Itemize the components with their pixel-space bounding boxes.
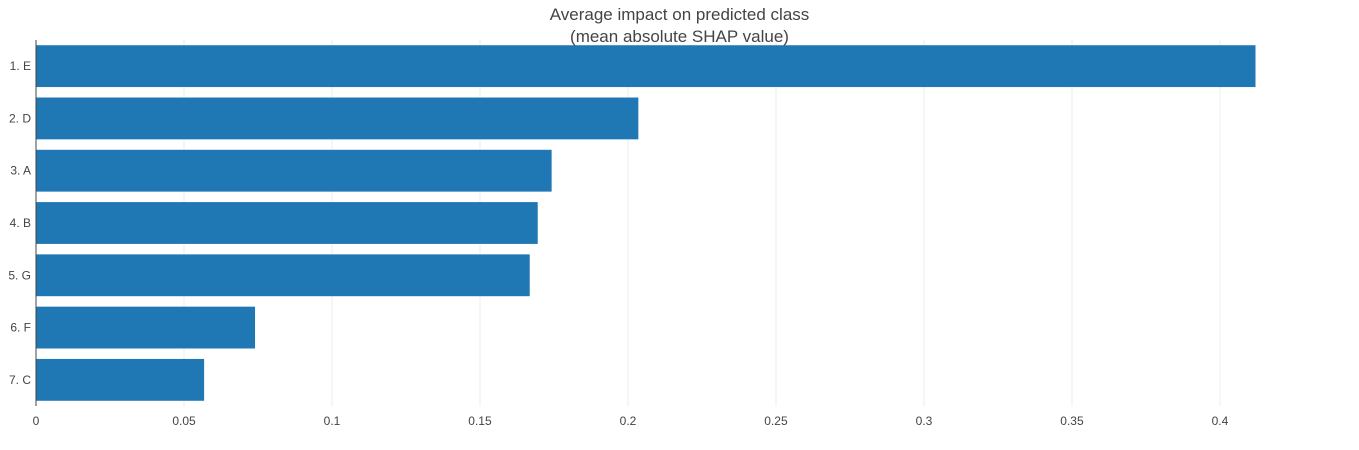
y-tick-label: 4. B	[10, 216, 31, 230]
y-tick-label: 6. F	[10, 321, 31, 335]
y-tick-label: 7. C	[9, 373, 31, 387]
chart-title: Average impact on predicted class	[550, 5, 810, 24]
y-tick-label: 5. G	[8, 268, 31, 282]
y-tick-label: 3. A	[10, 164, 31, 178]
bar	[36, 254, 530, 297]
x-tick-label: 0.25	[764, 414, 788, 428]
x-tick-label: 0.35	[1060, 414, 1084, 428]
x-tick-label: 0.05	[172, 414, 196, 428]
bar	[36, 306, 256, 349]
x-tick-label: 0.1	[324, 414, 341, 428]
y-tick-label: 1. E	[10, 59, 31, 73]
x-tick-label: 0.4	[1212, 414, 1229, 428]
x-tick-label: 0.3	[916, 414, 933, 428]
bar	[36, 97, 639, 140]
bar	[36, 45, 1256, 88]
x-tick-label: 0.15	[468, 414, 492, 428]
x-axis-ticks: 0 0.05 0.1 0.15 0.2 0.25 0.3 0.35 0.4	[33, 414, 1229, 428]
y-axis-ticks: 1. E 2. D 3. A 4. B 5. G 6. F 7. C	[8, 59, 31, 387]
y-tick-label: 2. D	[9, 111, 31, 125]
x-tick-label: 0	[33, 414, 40, 428]
x-tick-label: 0.2	[620, 414, 637, 428]
bar	[36, 149, 552, 192]
bar	[36, 202, 538, 244]
bar	[36, 358, 205, 401]
chart-subtitle: (mean absolute SHAP value)	[570, 27, 789, 46]
bars	[36, 45, 1256, 401]
